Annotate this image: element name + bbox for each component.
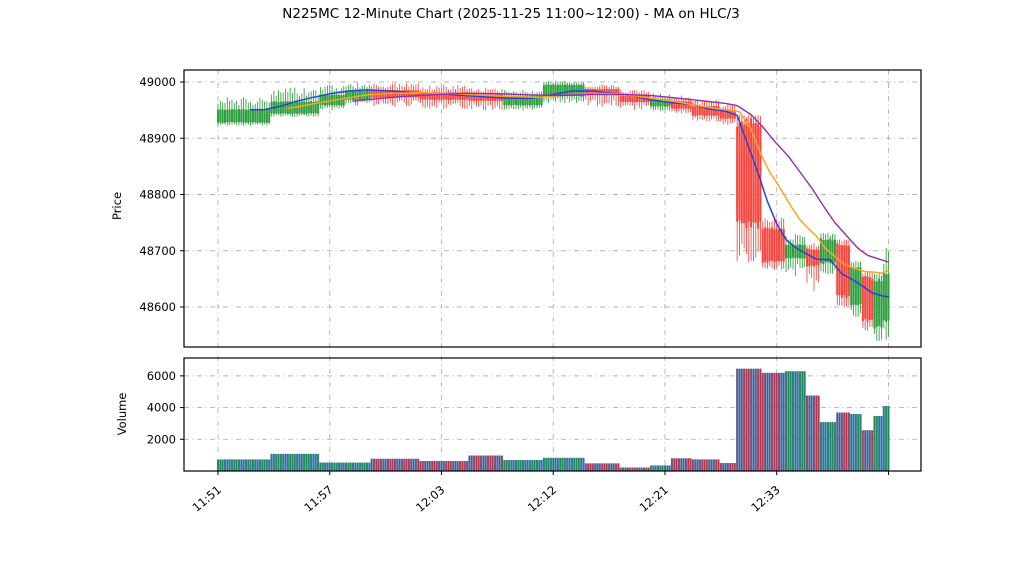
chart-title: N225MC 12-Minute Chart (2025-11-25 11:00…	[282, 6, 740, 22]
x-tick-label: 11:51	[190, 483, 224, 515]
price-tick-label: 48700	[139, 244, 176, 258]
axis-ticks	[180, 81, 889, 475]
volume-tick-label: 6000	[147, 369, 176, 383]
x-tick-label: 11:57	[301, 483, 335, 515]
ma-slow-line	[352, 92, 890, 263]
price-tick-label: 48900	[139, 131, 176, 145]
volume-tick-label: 4000	[147, 401, 176, 415]
ma-fast-line	[249, 89, 890, 298]
price-tick-label: 48600	[139, 300, 176, 314]
x-tick-label: 12:33	[748, 483, 782, 515]
price-panel-border	[183, 69, 922, 348]
volume-series	[216, 368, 890, 471]
grid-lines	[184, 70, 921, 471]
x-tick-label: 12:21	[637, 483, 671, 515]
x-tick-label: 12:12	[525, 483, 559, 515]
volume-panel-border	[183, 357, 922, 472]
volume-tick-label: 2000	[147, 432, 176, 446]
candlestick-series	[216, 80, 890, 341]
x-tick-label: 12:03	[413, 483, 447, 515]
axis-tick-labels: 49000 48900 48800 48700 48600 6000 4000 2000 11:…	[139, 75, 782, 515]
price-tick-label: 49000	[139, 75, 176, 89]
price-tick-label: 48800	[139, 188, 176, 202]
ma-mid-line	[287, 91, 890, 275]
